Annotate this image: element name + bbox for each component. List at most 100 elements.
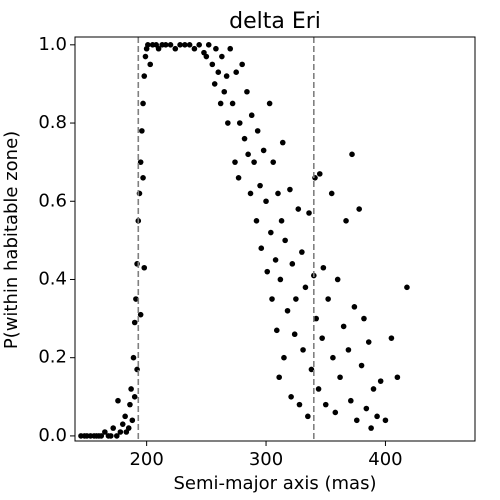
point (308, 366, 315, 373)
point (167, 42, 174, 48)
point (291, 331, 298, 338)
point (264, 268, 271, 275)
point (337, 374, 343, 381)
point (328, 190, 335, 197)
point (98, 433, 105, 439)
point (305, 413, 311, 420)
point (320, 264, 327, 271)
point (155, 45, 162, 52)
point (203, 53, 210, 60)
point (140, 174, 146, 181)
point (254, 128, 261, 134)
point (269, 296, 275, 302)
x-axis-label: Semi-major axis (mas) (173, 473, 376, 494)
point (353, 417, 360, 424)
point (349, 151, 355, 158)
point (299, 249, 305, 255)
point (232, 159, 238, 165)
point (268, 229, 274, 236)
point (137, 159, 144, 165)
point (295, 206, 302, 212)
point (340, 323, 347, 330)
y-tick-label: 0.4 (38, 268, 67, 289)
point (172, 45, 179, 52)
point (253, 218, 260, 224)
point (233, 69, 239, 75)
point (319, 335, 325, 341)
point (306, 210, 312, 216)
point (270, 159, 277, 165)
point (277, 276, 284, 283)
point (334, 276, 341, 283)
point (281, 354, 287, 361)
point (110, 425, 117, 431)
point (279, 139, 286, 146)
point (102, 429, 108, 435)
point (248, 112, 255, 119)
point (225, 120, 231, 126)
point (119, 421, 126, 427)
point (257, 182, 263, 189)
point (145, 42, 151, 48)
point (141, 264, 148, 271)
point (127, 401, 133, 408)
y-axis-label: P(within habitable zone) (1, 131, 22, 349)
point (276, 374, 282, 381)
x-tick-label: 200 (129, 449, 163, 470)
point (182, 42, 188, 48)
y-tick-label: 0.0 (38, 425, 67, 446)
point (374, 413, 380, 420)
point (221, 88, 228, 95)
point (130, 354, 137, 361)
point (142, 53, 149, 60)
point (288, 394, 294, 400)
point (368, 425, 374, 431)
point (266, 100, 273, 107)
point (239, 61, 245, 68)
point (217, 100, 224, 107)
point (287, 186, 293, 193)
point (140, 100, 146, 107)
y-tick-label: 0.2 (38, 347, 67, 368)
point (139, 128, 145, 134)
point (236, 120, 243, 126)
point (186, 42, 193, 48)
point (113, 433, 120, 439)
point (302, 284, 309, 291)
point (356, 206, 362, 212)
point (289, 261, 296, 267)
point (247, 190, 254, 197)
point (382, 417, 389, 424)
point (325, 296, 331, 302)
point (122, 413, 128, 420)
chart-title: delta Eri (229, 9, 321, 34)
point (358, 362, 365, 369)
point (260, 147, 267, 154)
y-tick-label: 0.8 (38, 112, 67, 133)
point (343, 218, 349, 224)
point (404, 284, 410, 291)
point (278, 218, 285, 224)
point (377, 378, 384, 384)
point (315, 386, 322, 392)
point (209, 61, 216, 68)
plot-frame (74, 36, 476, 442)
point (332, 409, 339, 416)
point (227, 45, 234, 52)
point (215, 69, 222, 75)
point (363, 405, 370, 412)
point (129, 417, 136, 424)
point (177, 42, 183, 48)
point (205, 42, 212, 48)
point (300, 347, 306, 353)
point (244, 88, 250, 95)
y-tick-label: 1.0 (38, 34, 67, 55)
point (361, 315, 367, 322)
point (191, 45, 198, 52)
point (345, 347, 352, 353)
point (137, 311, 144, 318)
x-tick-label: 300 (249, 449, 283, 470)
point (117, 429, 124, 435)
point (322, 401, 329, 408)
point (213, 45, 219, 52)
